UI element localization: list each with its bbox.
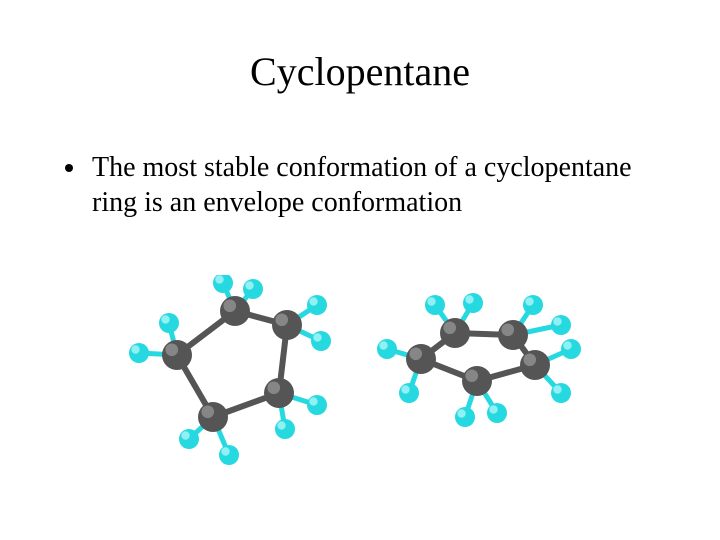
molecule-right <box>365 285 605 485</box>
bullet-item: The most stable conformation of a cyclop… <box>88 150 660 220</box>
slide-body: The most stable conformation of a cyclop… <box>60 150 660 220</box>
molecule-left <box>125 275 345 485</box>
slide: Cyclopentane The most stable conformatio… <box>0 0 720 540</box>
slide-title: Cyclopentane <box>0 48 720 95</box>
